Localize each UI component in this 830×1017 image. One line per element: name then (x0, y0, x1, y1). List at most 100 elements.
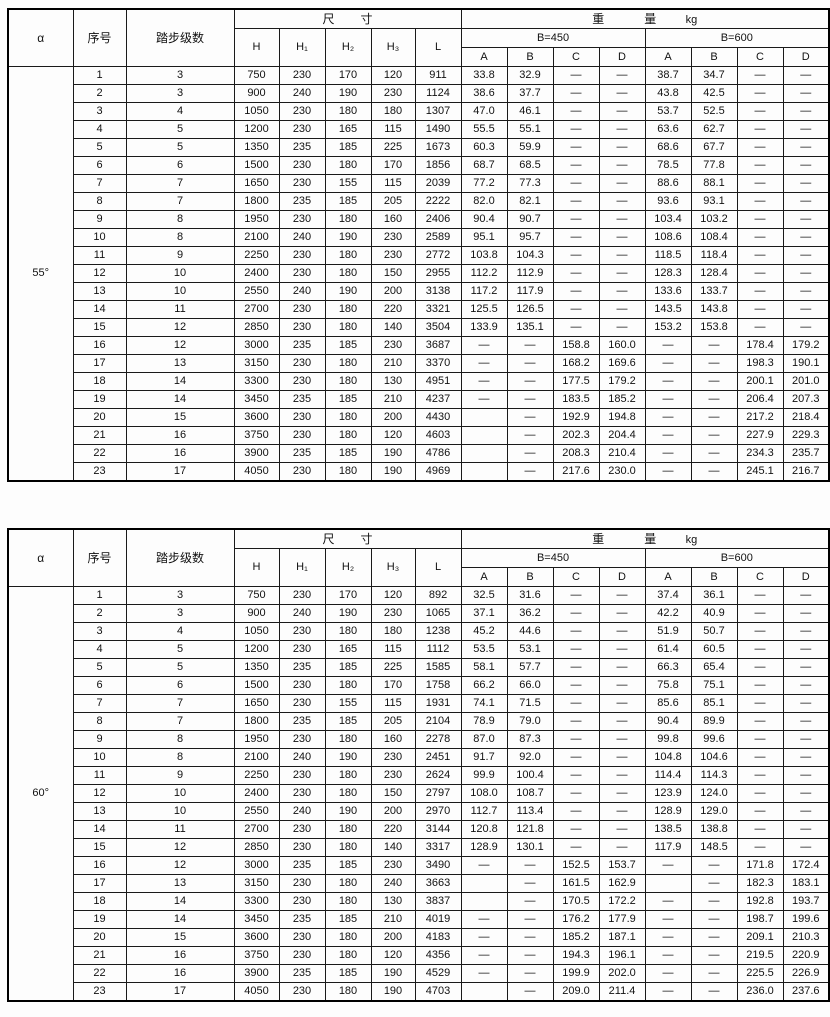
cell-w450-D: — (598, 694, 646, 713)
cell-w600-B: 40.9 (690, 604, 738, 623)
cell-w600-A: 123.9 (644, 784, 692, 803)
cell-w450-D: 211.4 (598, 982, 646, 1002)
weight-title-char-2: 量 (644, 11, 657, 26)
cell-serial: 9 (72, 730, 127, 749)
cell-L: 4183 (414, 928, 462, 947)
cell-w600-C: — (736, 66, 784, 85)
cell-L: 1673 (414, 138, 462, 157)
cell-w450-A (460, 408, 508, 427)
cell-steps: 11 (125, 820, 235, 839)
cell-H2: 185 (324, 192, 372, 211)
cell-w450-A: 82.0 (460, 192, 508, 211)
cell-steps: 8 (125, 748, 235, 767)
cell-w600-B: 93.1 (690, 192, 738, 211)
cell-H3: 225 (370, 138, 416, 157)
cell-w600-C: 245.1 (736, 462, 784, 482)
cell-H: 1500 (233, 676, 280, 695)
cell-w450-A: 45.2 (460, 622, 508, 641)
cell-w600-B: 60.5 (690, 640, 738, 659)
alpha-angle-value: 60° (7, 586, 74, 1002)
cell-steps: 12 (125, 336, 235, 355)
table-row: 22 16 3900 235 185 190 4529— —199.9 202.0— —225.5… (8, 964, 830, 983)
cell-w450-A: — (460, 856, 508, 875)
cell-H3: 210 (370, 390, 416, 409)
cell-w600-D: 172.4 (782, 856, 830, 875)
cell-H3: 200 (370, 282, 416, 301)
table-row: 7 7 1650 230 155 115 2039 77.2 77.3— —88.6 88.1— — (8, 174, 830, 193)
cell-H1: 230 (278, 408, 326, 427)
col-header-alpha: α (7, 528, 74, 587)
cell-w600-D: — (782, 784, 830, 803)
cell-w450-B: — (506, 390, 554, 409)
cell-serial: 11 (72, 766, 127, 785)
cell-w600-B: 65.4 (690, 658, 738, 677)
cell-w600-C: 200.1 (736, 372, 784, 391)
cell-w600-A: — (644, 856, 692, 875)
cell-w450-B: 57.7 (506, 658, 554, 677)
cell-H: 3900 (233, 444, 280, 463)
cell-H1: 230 (278, 784, 326, 803)
spec-table-55deg: α 序号 踏步级数 尺 寸 重 量 kg H (7, 8, 830, 482)
cell-w450-A: 91.7 (460, 748, 508, 767)
cell-w600-B: 114.3 (690, 766, 738, 785)
cell-w450-C: 176.2 (552, 910, 600, 929)
cell-H3: 200 (370, 928, 416, 947)
table-row: 5 5 1350 235 185 225 1673 60.3 59.9— —68.6 67.7— — (8, 138, 830, 157)
cell-w450-C: — (552, 604, 600, 623)
cell-H: 1200 (233, 120, 280, 139)
cell-w600-D: — (782, 676, 830, 695)
cell-w600-D: — (782, 156, 830, 175)
cell-H2: 180 (324, 784, 372, 803)
cell-steps: 4 (125, 102, 235, 121)
cell-w600-D: — (782, 318, 830, 337)
cell-w450-A (460, 874, 508, 893)
cell-steps: 9 (125, 766, 235, 785)
cell-steps: 17 (125, 982, 235, 1002)
cell-w600-B: 143.8 (690, 300, 738, 319)
cell-serial: 19 (72, 910, 127, 929)
dim-title-char-2: 寸 (360, 532, 373, 546)
cell-w450-B: — (506, 462, 554, 482)
alpha-angle-value: 55° (7, 66, 74, 482)
cell-w450-D: 196.1 (598, 946, 646, 965)
cell-w600-A: — (644, 982, 692, 1002)
cell-H2: 185 (324, 964, 372, 983)
table-row: 8 7 1800 235 185 205 2104 78.9 79.0— —90.4 89.9— — (8, 712, 830, 731)
cell-w450-A (460, 892, 508, 911)
cell-w600-C: — (736, 622, 784, 641)
cell-H3: 140 (370, 318, 416, 337)
cell-w450-C: — (552, 174, 600, 193)
cell-w450-D: 179.2 (598, 372, 646, 391)
cell-w600-B: 103.2 (690, 210, 738, 229)
table-row: 18 14 3300 230 180 130 4951— —177.5 179.2— —200.1… (8, 372, 830, 391)
cell-w450-D: 204.4 (598, 426, 646, 445)
cell-w450-C: 168.2 (552, 354, 600, 373)
cell-w450-B: 126.5 (506, 300, 554, 319)
cell-w450-C: — (552, 820, 600, 839)
cell-w450-D: — (598, 676, 646, 695)
table-row: 8 7 1800 235 185 205 2222 82.0 82.1— —93.6 93.1— — (8, 192, 830, 211)
cell-w450-A: — (460, 946, 508, 965)
cell-w450-B: 36.2 (506, 604, 554, 623)
table-header: α 序号 踏步级数 尺 寸 重 量 kg H (7, 528, 830, 587)
cell-w600-D: — (782, 766, 830, 785)
cell-w600-A: 153.2 (644, 318, 692, 337)
weight-unit-label: kg (685, 533, 698, 546)
cell-H1: 235 (278, 658, 326, 677)
table-row: 19 14 3450 235 185 210 4237— —183.5 185.2— —206.4… (8, 390, 830, 409)
cell-w600-B: 153.8 (690, 318, 738, 337)
cell-w600-A: — (644, 336, 692, 355)
cell-w600-B: — (690, 462, 738, 482)
cell-w450-D: 162.9 (598, 874, 646, 893)
cell-w450-B: — (506, 408, 554, 427)
table-row: 9 8 1950 230 180 160 2278 87.0 87.3— —99.8 99.6— — (8, 730, 830, 749)
cell-w450-A: 99.9 (460, 766, 508, 785)
cell-serial: 7 (72, 694, 127, 713)
cell-H2: 190 (324, 228, 372, 247)
cell-w450-D: 202.0 (598, 964, 646, 983)
cell-w450-A: 103.8 (460, 246, 508, 265)
cell-w450-C: 217.6 (552, 462, 600, 482)
cell-H2: 180 (324, 246, 372, 265)
cell-H3: 190 (370, 444, 416, 463)
cell-steps: 4 (125, 622, 235, 641)
